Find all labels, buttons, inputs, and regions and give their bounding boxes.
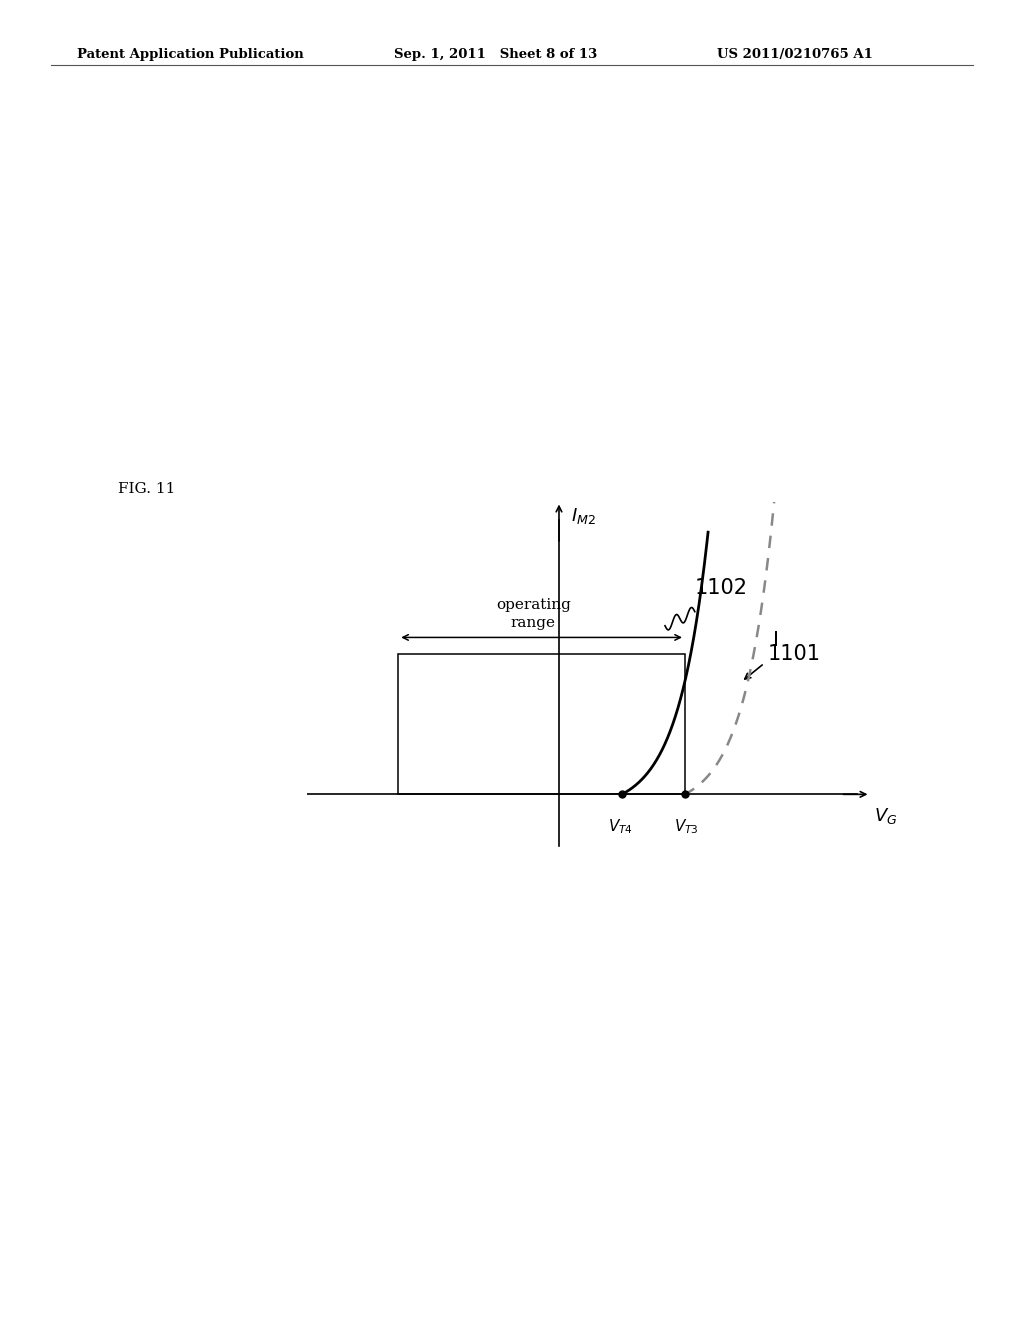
Text: Patent Application Publication: Patent Application Publication (77, 48, 303, 61)
Text: $I_{M2}$: $I_{M2}$ (570, 507, 596, 527)
Text: Sep. 1, 2011   Sheet 8 of 13: Sep. 1, 2011 Sheet 8 of 13 (394, 48, 597, 61)
Text: operating
range: operating range (496, 598, 570, 631)
Text: $V_{T3}$: $V_{T3}$ (674, 818, 699, 837)
Bar (398, 653, 685, 795)
Text: $V_G$: $V_G$ (873, 807, 897, 826)
Text: 1101: 1101 (768, 644, 820, 664)
Text: US 2011/0210765 A1: US 2011/0210765 A1 (717, 48, 872, 61)
Text: $V_{T4}$: $V_{T4}$ (607, 818, 633, 837)
Text: 1102: 1102 (695, 578, 748, 598)
Text: FIG. 11: FIG. 11 (118, 482, 175, 496)
